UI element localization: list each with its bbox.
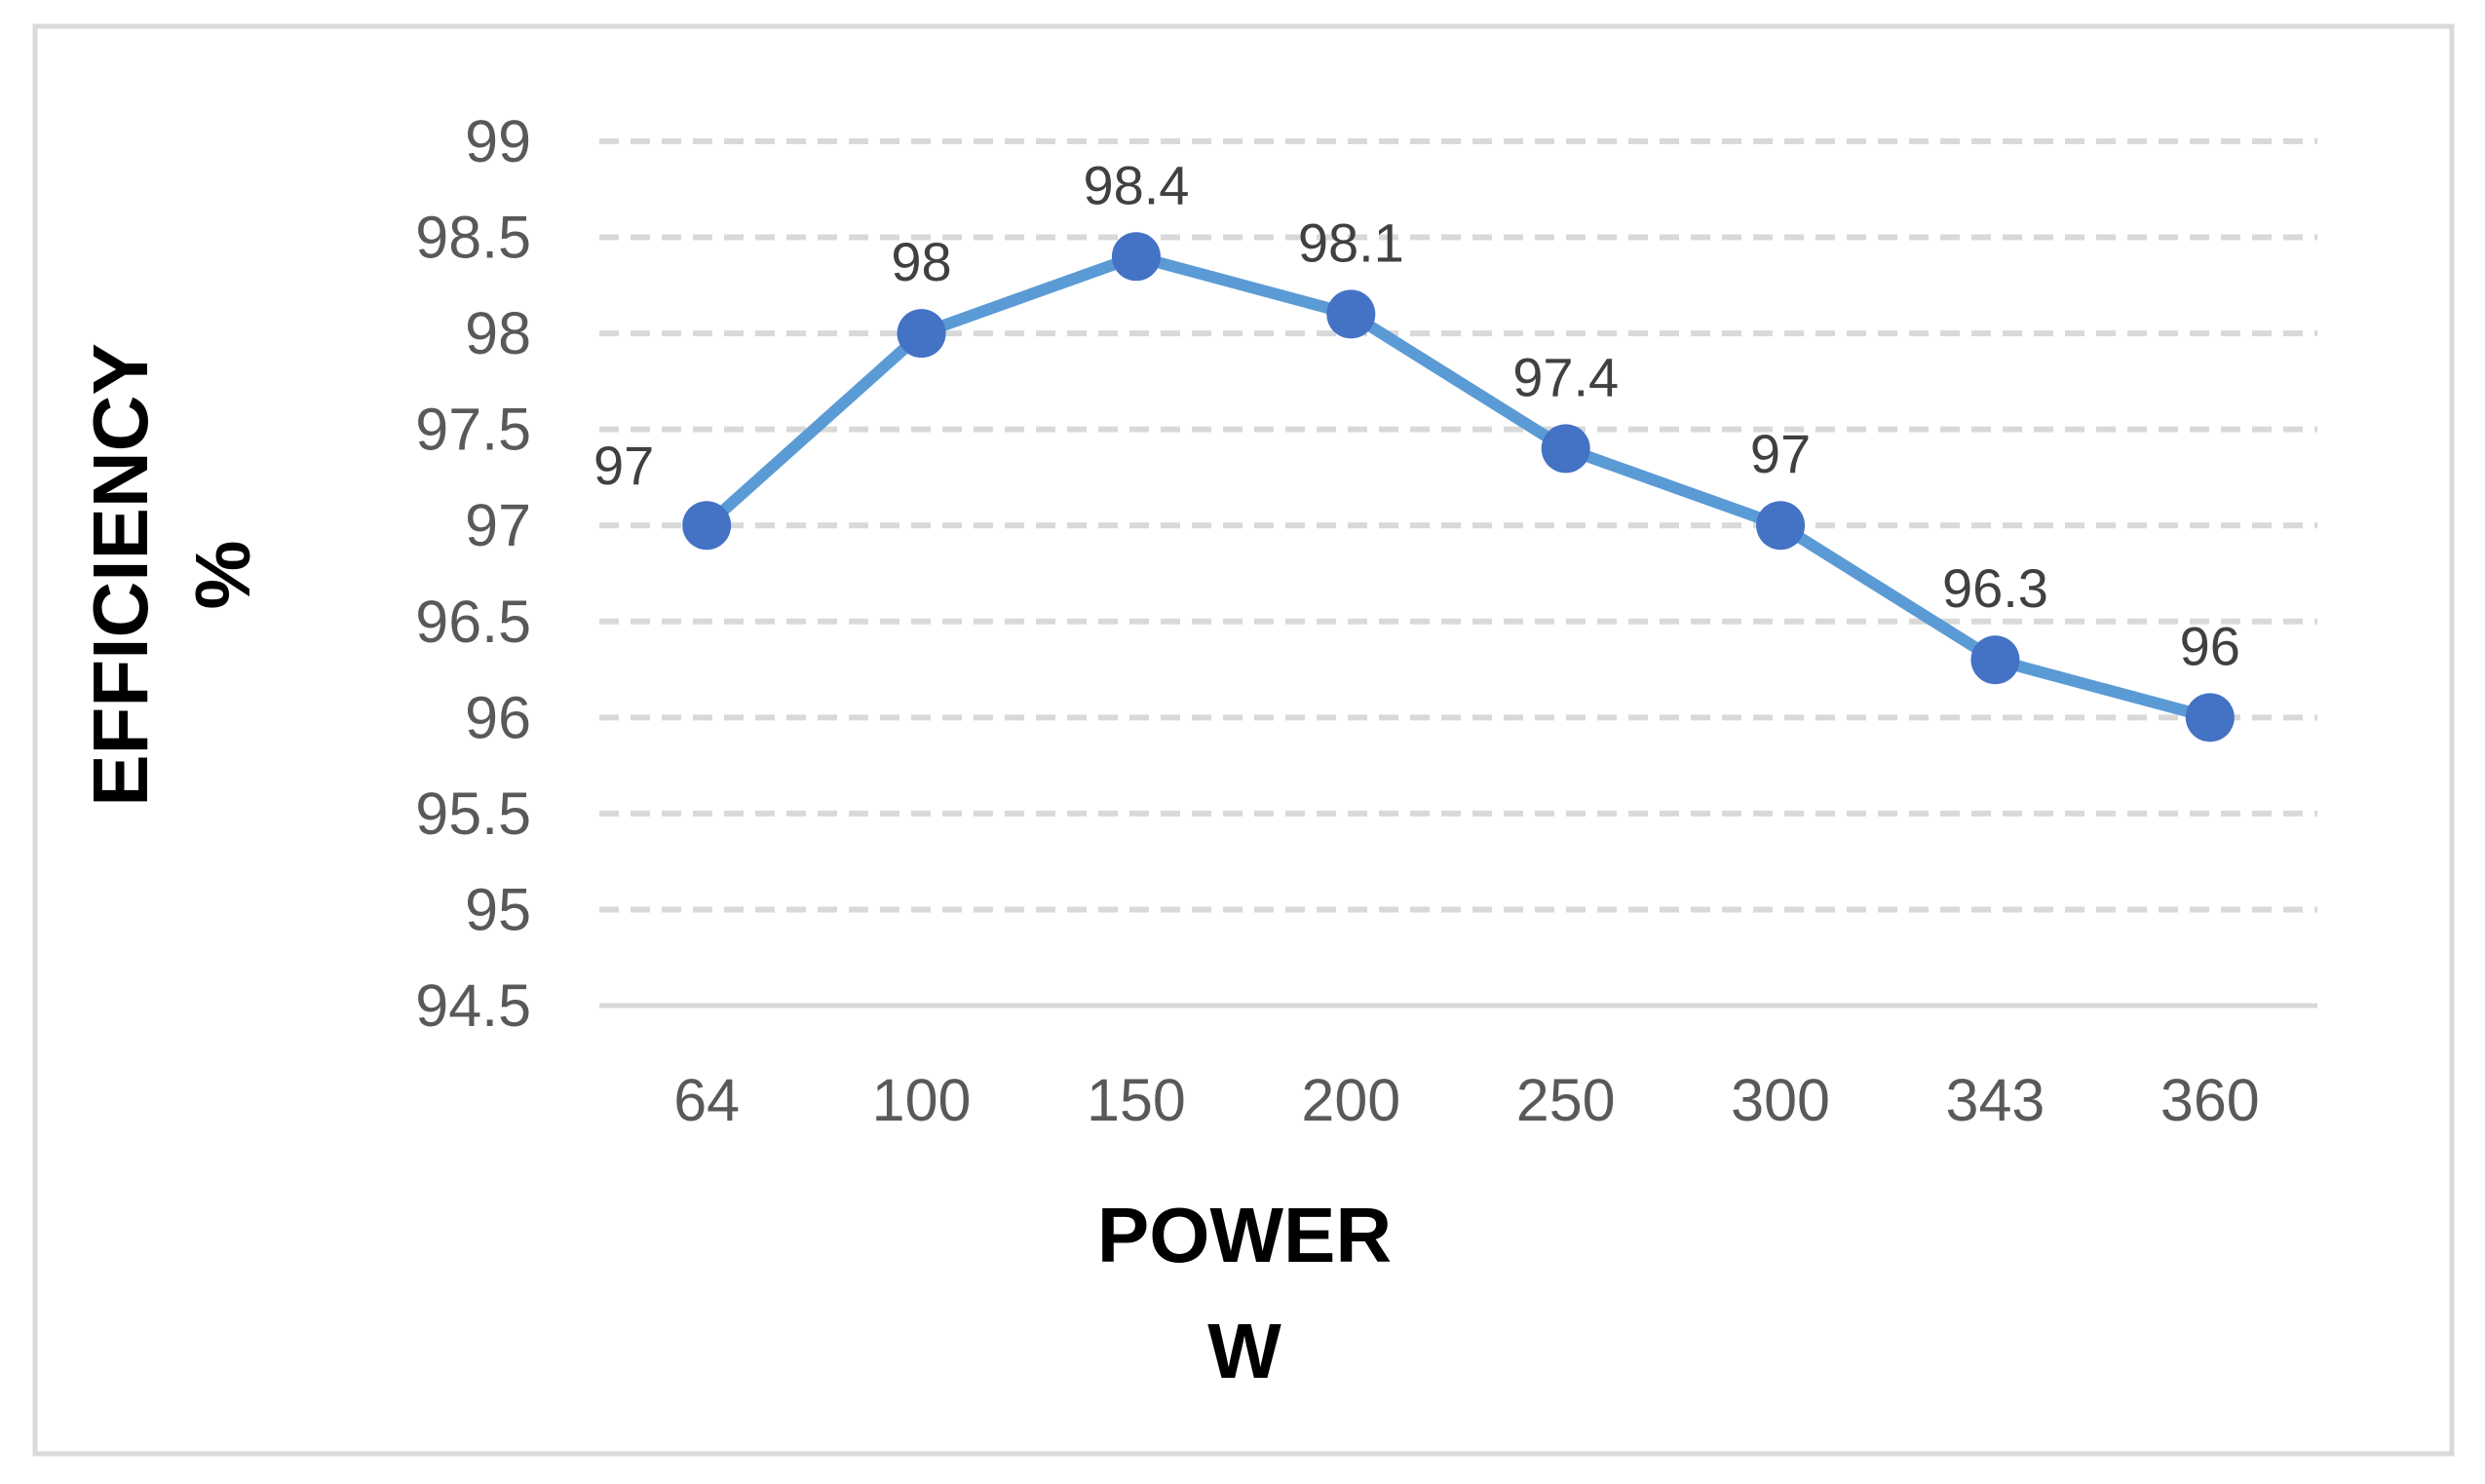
y-tick-label: 96.5	[415, 589, 531, 655]
data-point	[1970, 635, 2020, 685]
data-markers	[682, 232, 2235, 742]
x-tick-label: 300	[1731, 1067, 1830, 1133]
data-point	[1756, 501, 1806, 551]
x-tick-label: 150	[1087, 1067, 1186, 1133]
data-point	[682, 501, 732, 551]
series-line-path	[701, 250, 2216, 724]
y-tick-label: 99	[465, 108, 531, 174]
x-tick-label: 100	[872, 1067, 972, 1133]
data-labels: 97 98 98.4 98.1 97.4 97 96.3 96	[593, 154, 2240, 676]
y-axis-title-line-1: EFFICIENCY	[77, 343, 164, 807]
y-tick-label: 98.5	[415, 205, 531, 271]
data-label: 97.4	[1512, 346, 1619, 407]
x-axis-title-line-1: POWER	[1097, 1192, 1392, 1278]
y-tick-label: 98	[465, 300, 531, 366]
data-point	[897, 309, 946, 359]
data-label: 98	[891, 231, 951, 292]
data-point	[1111, 232, 1161, 282]
y-axis-title-line-2: %	[179, 540, 266, 609]
x-axis-title-line-2: W	[1207, 1308, 1281, 1394]
x-tick-label: 250	[1516, 1067, 1616, 1133]
data-label: 97	[1750, 423, 1811, 484]
x-tick-label: 64	[673, 1067, 740, 1133]
data-label: 96.3	[1942, 557, 2048, 619]
chart-frame	[32, 23, 2455, 1457]
series-line	[701, 250, 2216, 724]
y-tick-label: 97	[465, 492, 531, 558]
x-tick-label: 200	[1301, 1067, 1400, 1133]
y-tick-label: 95	[465, 876, 531, 942]
data-label: 98.1	[1298, 211, 1404, 273]
y-tick-label: 95.5	[415, 780, 531, 847]
data-label: 97	[593, 435, 654, 496]
y-tick-labels: 99 98.5 98 97.5 97 96.5 96 95.5 95 94.5	[415, 108, 531, 1039]
x-tick-label: 360	[2160, 1067, 2260, 1133]
x-tick-labels: 64 100 150 200 250 300 343 360	[673, 1067, 2259, 1133]
y-tick-label: 96	[465, 684, 531, 750]
data-label: 98.4	[1083, 154, 1189, 215]
y-tick-label: 94.5	[415, 972, 531, 1039]
data-point	[2185, 693, 2235, 742]
y-tick-label: 97.5	[415, 397, 531, 463]
gridlines	[599, 138, 2317, 1008]
x-tick-label: 343	[1946, 1067, 2045, 1133]
data-point	[1326, 289, 1376, 339]
data-label: 96	[2180, 615, 2240, 676]
data-point	[1541, 424, 1590, 474]
